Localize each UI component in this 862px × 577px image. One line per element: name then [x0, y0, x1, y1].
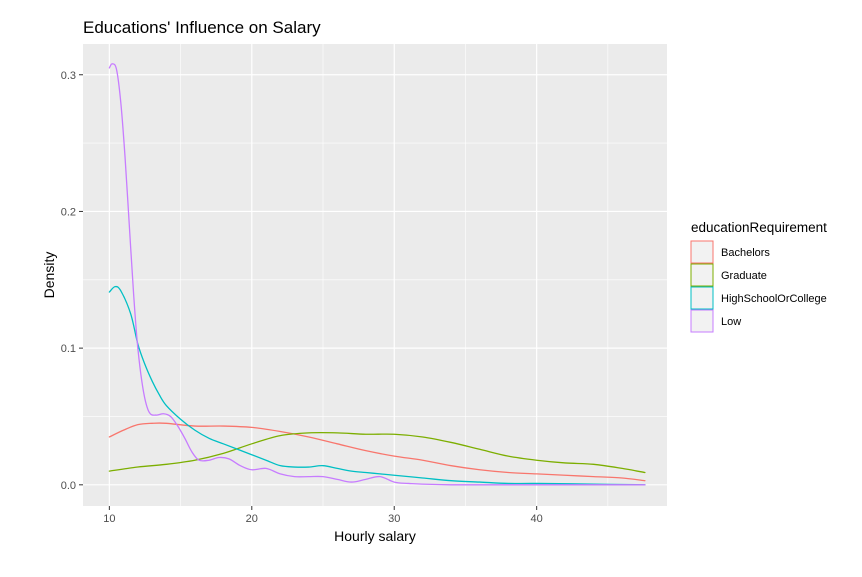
- legend-key-graduate: Graduate: [690, 263, 767, 287]
- plot-panel: [83, 44, 667, 506]
- y-axis-title: Density: [41, 252, 57, 299]
- density-line-graduate: [108, 431, 646, 474]
- x-axis-title: Hourly salary: [334, 528, 416, 544]
- legend-label: Low: [721, 316, 741, 328]
- y-axis: 0.0 0.1 0.2 0.3: [61, 70, 83, 492]
- legend-key-bachelors: Bachelors: [690, 240, 770, 264]
- y-tick-label: 0.3: [61, 70, 76, 82]
- legend-swatch: [690, 309, 714, 333]
- chart-title: Educations' Influence on Salary: [83, 18, 321, 37]
- legend-title: educationRequirement: [691, 220, 827, 235]
- x-tick-label: 30: [388, 513, 400, 525]
- x-tick-label: 20: [246, 513, 258, 525]
- legend-label: HighSchoolOrCollege: [721, 293, 827, 305]
- series-layer: [108, 63, 646, 486]
- legend-key-low: Low: [690, 309, 741, 333]
- legend-swatch: [690, 263, 714, 287]
- grid-minor: [83, 44, 667, 506]
- legend-items: Bachelors Graduate HighSchoolOrCollege Low: [690, 240, 827, 333]
- legend-label: Bachelors: [721, 247, 770, 259]
- y-tick-label: 0.2: [61, 206, 76, 218]
- y-tick-label: 0.1: [61, 343, 76, 355]
- x-tick-label: 10: [103, 513, 115, 525]
- legend: educationRequirement Bachelors Graduate Hi…: [690, 220, 827, 333]
- x-tick-label: 40: [531, 513, 543, 525]
- legend-swatch: [690, 286, 714, 310]
- legend-swatch: [690, 240, 714, 264]
- density-line-low: [108, 63, 646, 486]
- legend-key-high-school-or-college: HighSchoolOrCollege: [690, 286, 827, 310]
- y-tick-label: 0.0: [61, 480, 76, 492]
- density-line-bachelors: [108, 422, 646, 482]
- legend-label: Graduate: [721, 270, 767, 282]
- density-line-high-school-or-college: [108, 285, 646, 486]
- x-axis: 10 20 30 40: [103, 506, 543, 525]
